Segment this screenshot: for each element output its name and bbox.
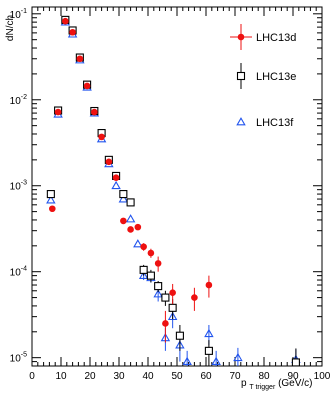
x-tick-label: 90 xyxy=(287,371,299,382)
x-tick-label: 10 xyxy=(55,371,67,382)
data-point xyxy=(146,271,155,280)
data-point xyxy=(120,217,127,225)
data-point xyxy=(291,358,300,367)
data-point xyxy=(125,214,136,223)
y-axis-label: dN/ch xyxy=(5,15,16,41)
data-point xyxy=(182,356,192,366)
data-point xyxy=(105,158,113,166)
data-point xyxy=(83,82,91,90)
data-point xyxy=(76,55,84,63)
legend: LHC13d LHC13e LHC13f xyxy=(230,24,296,129)
series-LHC13d xyxy=(49,17,213,343)
x-tick-label: 40 xyxy=(142,371,154,382)
data-point xyxy=(49,205,56,213)
data-point xyxy=(126,198,135,207)
y-tick-label: 10-2 xyxy=(10,94,27,107)
data-point xyxy=(204,328,214,338)
legend-entry-LHC13d: LHC13d xyxy=(230,24,296,50)
legend-marker xyxy=(237,33,245,41)
legend-label: LHC13e xyxy=(256,71,296,83)
data-point xyxy=(204,346,213,355)
data-point xyxy=(138,270,149,280)
data-point xyxy=(153,289,163,298)
data-point xyxy=(154,260,162,267)
data-point xyxy=(91,108,98,116)
x-tick-labels: 0 10 20 30 40 50 60 70 80 90 100 xyxy=(29,371,331,382)
data-point xyxy=(191,294,198,301)
x-tick-label: 60 xyxy=(200,371,212,382)
x-tick-label: 80 xyxy=(258,371,270,382)
x-tick-label: 0 xyxy=(29,371,35,382)
data-point xyxy=(133,239,143,248)
x-axis-label-subscript: T trigger xyxy=(249,384,276,391)
data-point xyxy=(69,28,76,36)
data-point xyxy=(140,243,147,251)
x-tick-label: 30 xyxy=(113,371,125,382)
data-point xyxy=(205,281,213,289)
data-point xyxy=(168,303,177,312)
data-point xyxy=(112,174,120,182)
legend-entry-LHC13e: LHC13e xyxy=(236,63,296,89)
x-tick-label: 50 xyxy=(171,371,183,382)
data-point xyxy=(233,352,243,362)
legend-label: LHC13d xyxy=(256,32,296,44)
data-point xyxy=(111,180,121,190)
data-point xyxy=(98,133,105,141)
data-point xyxy=(119,190,128,199)
x-axis-label: p T trigger (GeV/c) xyxy=(241,378,313,392)
data-point xyxy=(54,108,62,116)
data-point xyxy=(147,249,155,257)
data-point xyxy=(211,356,221,366)
x-tick-label: 100 xyxy=(314,371,331,382)
data-point xyxy=(127,226,134,233)
data-point xyxy=(139,265,148,274)
data-point xyxy=(167,311,178,321)
x-axis-label-unit: (GeV/c) xyxy=(278,378,312,389)
data-point xyxy=(162,320,169,327)
data-point xyxy=(169,289,176,296)
legend-marker xyxy=(236,117,246,126)
data-point xyxy=(46,195,56,204)
x-axis-label-main: p xyxy=(241,378,247,389)
y-tick-label: 10-1 xyxy=(10,8,27,21)
legend-label: LHC13f xyxy=(256,117,294,129)
data-point xyxy=(134,223,142,231)
y-tick-labels: 10-5 10-4 10-3 10-2 10-1 xyxy=(10,8,27,365)
legend-marker xyxy=(236,71,246,81)
data-series xyxy=(46,15,301,367)
data-point xyxy=(154,282,163,291)
y-tick-label: 10-4 xyxy=(10,266,27,279)
data-point xyxy=(161,293,170,302)
data-point xyxy=(62,17,69,25)
x-tick-label: 20 xyxy=(84,371,96,382)
y-tick-label: 10-5 xyxy=(10,352,27,365)
data-point xyxy=(118,194,129,203)
data-point xyxy=(175,331,184,340)
data-point xyxy=(46,190,55,199)
y-tick-label: 10-3 xyxy=(10,180,27,193)
legend-entry-LHC13f: LHC13f xyxy=(236,117,294,129)
x-tick-label: 70 xyxy=(229,371,241,382)
